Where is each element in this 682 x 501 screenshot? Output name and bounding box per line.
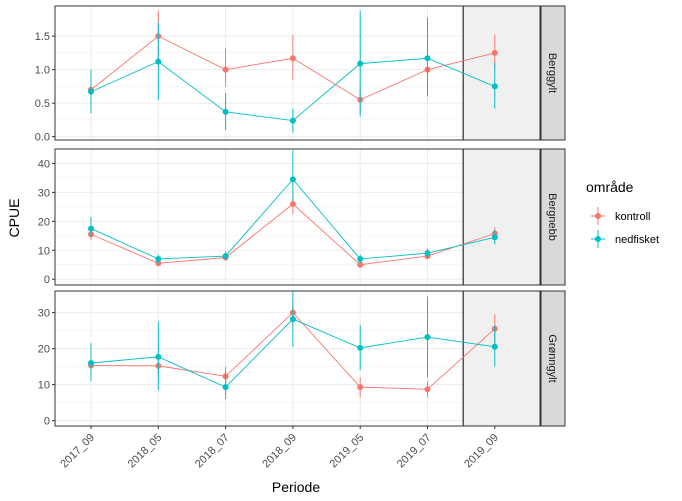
data-point-kontroll [357,261,364,268]
x-tick-label: 2017_09 [58,432,97,471]
data-point-nedfisket [491,343,498,350]
panel-2: Grønngylt 0 10 20 30 [38,290,566,428]
panel-0: Berggylt 0.0 0.5 1.0 1.5 [35,5,566,144]
y-tick-label: 20 [38,344,50,356]
panel-border [54,290,541,427]
x-axis-title: Periode [272,479,320,495]
data-point-kontroll [357,384,364,391]
x-tick-label: 2019_09 [462,432,501,471]
legend-label: nedfisket [615,234,659,246]
facet-label: Bergnebb [546,193,558,241]
facet-strip [540,148,566,286]
x-tick-label: 2018_07 [193,432,232,471]
facet-strip [540,5,566,141]
y-tick-label: 10 [38,245,50,257]
panel-background [55,149,540,285]
data-point-nedfisket [222,384,229,391]
data-point-nedfisket [155,58,162,65]
data-point-kontroll [222,66,229,73]
data-point-nedfisket [289,176,296,183]
x-tick-label: 2019_07 [395,432,434,471]
y-axis-title: CPUE [6,199,22,238]
data-point-nedfisket [424,250,431,257]
x-tick-label: 2018_09 [260,432,299,471]
facet-label: Berggylt [546,53,558,93]
legend: område kontroll nedfisket [586,179,659,248]
data-point-nedfisket [88,88,94,95]
legend-key-point [595,236,601,242]
data-point-nedfisket [424,334,431,341]
panel-border [54,5,541,141]
y-tick-label: 30 [38,187,50,199]
data-point-nedfisket [357,60,364,67]
y-tick-label: 30 [38,308,50,320]
data-point-kontroll [289,200,296,207]
data-point-kontroll [424,386,431,393]
y-tick-label: 0.0 [35,132,50,144]
data-point-kontroll [491,49,498,56]
data-point-nedfisket [88,360,94,366]
legend-label: kontroll [615,211,650,223]
shaded-region [463,291,540,426]
panel-1: Bergnebb 0 10 20 30 40 [38,148,566,286]
shaded-region [463,149,540,285]
y-tick-label: 0 [44,274,50,286]
panel-border [54,148,541,286]
y-tick-label: 10 [38,380,50,392]
y-tick-label: 0 [44,416,50,428]
data-point-nedfisket [357,344,364,351]
panel-background [55,6,540,140]
data-point-kontroll [289,55,296,62]
panels-layer: Berggylt 0.0 0.5 1.0 1.5 Bergnebb 0 10 20 30 40 Grø… [35,5,566,471]
data-point-nedfisket [289,316,296,323]
y-tick-label: 1.5 [35,31,50,43]
x-tick-label: 2018_05 [126,432,165,471]
x-tick-label: 2019_05 [328,432,367,471]
data-point-nedfisket [155,255,162,262]
y-tick-label: 40 [38,158,50,170]
facet-strip [540,290,566,427]
data-point-nedfisket [289,117,296,124]
data-point-nedfisket [491,234,498,241]
data-point-nedfisket [222,108,229,115]
data-point-nedfisket [491,83,498,90]
data-point-nedfisket [88,225,94,232]
y-tick-label: 1.0 [35,65,50,77]
data-point-nedfisket [155,353,162,360]
facet-label: Grønngylt [546,334,558,382]
y-tick-label: 0.5 [35,98,50,110]
y-tick-label: 20 [38,216,50,228]
data-point-nedfisket [424,55,431,62]
legend-key-point [595,213,601,219]
legend-title: område [586,179,634,195]
data-point-nedfisket [357,255,364,262]
data-point-nedfisket [222,253,229,260]
shaded-region [463,6,540,140]
